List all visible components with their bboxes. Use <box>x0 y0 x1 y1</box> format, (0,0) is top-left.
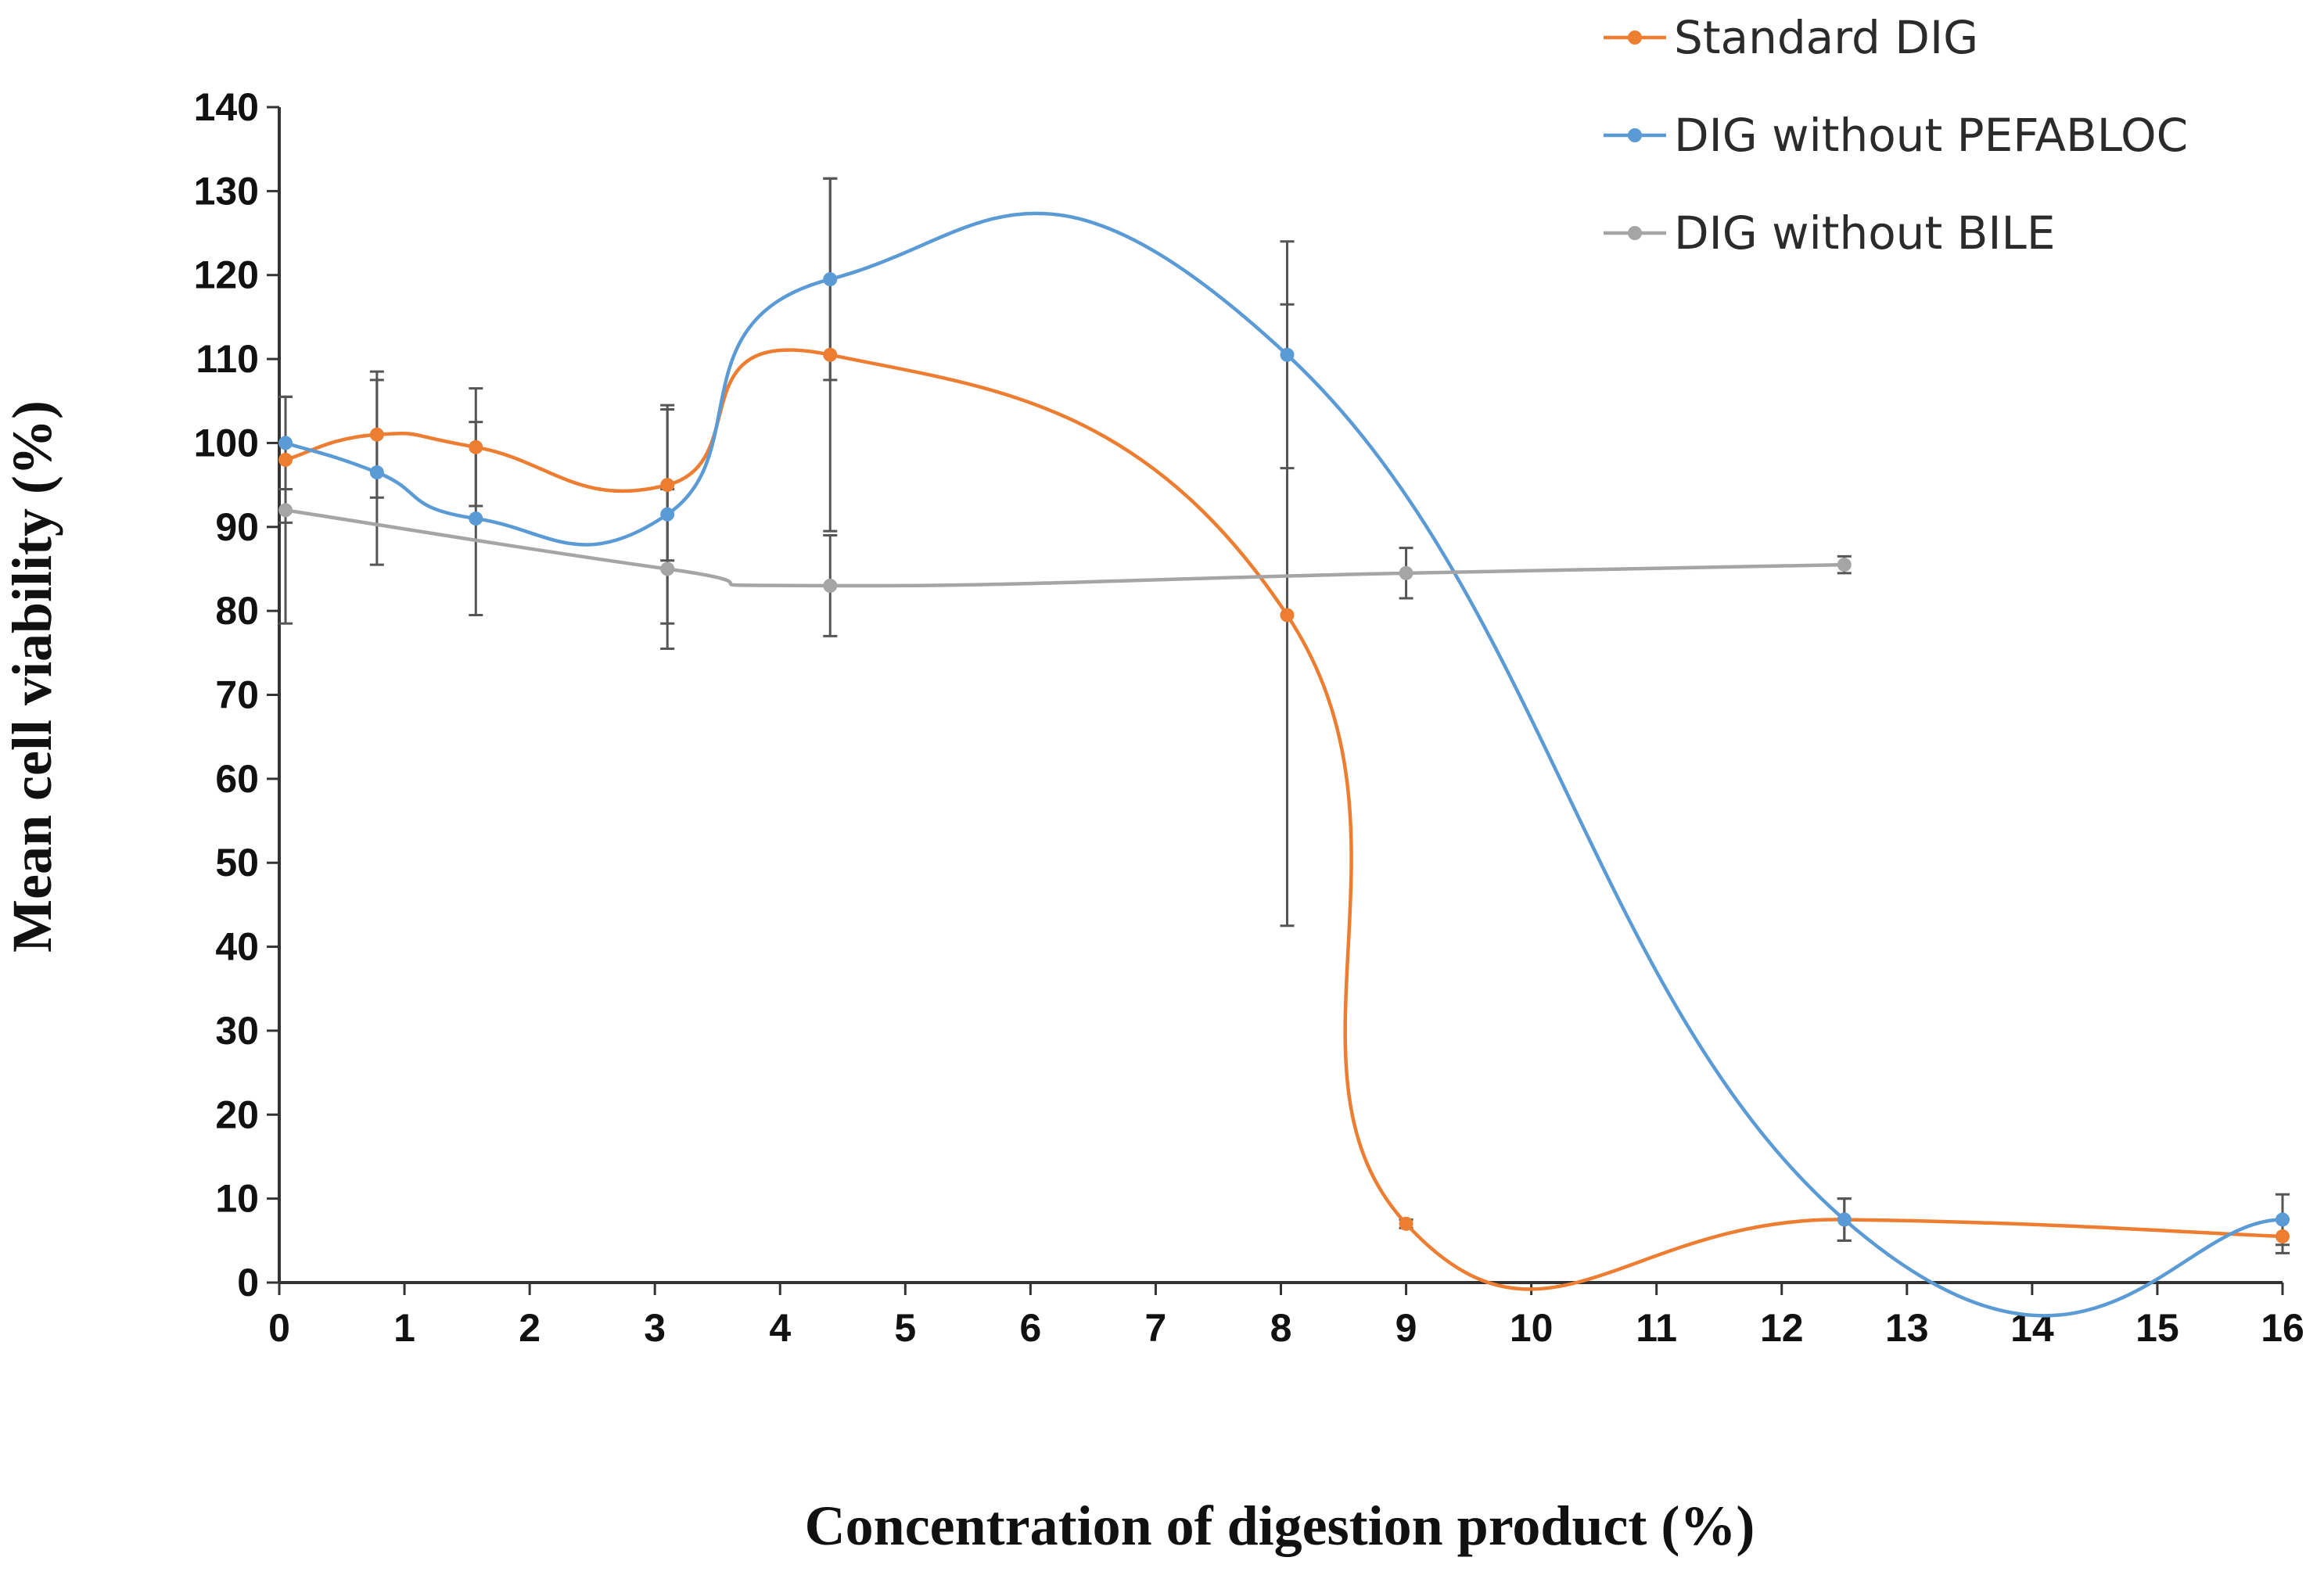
y-tick-label: 90 <box>215 505 259 549</box>
x-tick-label: 1 <box>393 1306 415 1350</box>
series-line-dig-without-pefabloc <box>285 211 2283 1318</box>
data-point-standard-dig <box>1280 608 1295 623</box>
axes <box>278 107 2283 1284</box>
data-point-dig-without-bile <box>1399 565 1413 580</box>
data-point-dig-without-pefabloc <box>823 272 838 287</box>
legend-item-dig-without-bile: DIG without BILE <box>1604 206 2055 260</box>
x-axis-ticks: 0 1 2 3 4 5 6 7 8 9 10 11 12 13 14 15 16 <box>268 1283 2304 1350</box>
data-point-dig-without-bile <box>1837 558 1852 572</box>
data-point-dig-without-bile <box>660 562 675 576</box>
legend-label: DIG without PEFABLOC <box>1674 109 2188 162</box>
y-tick-label: 50 <box>215 841 259 884</box>
x-tick-label: 9 <box>1395 1306 1417 1350</box>
legend-marker <box>1628 128 1642 142</box>
legend-label: DIG without BILE <box>1674 206 2055 260</box>
x-tick-label: 12 <box>1760 1306 1804 1350</box>
data-point-dig-without-bile <box>278 503 293 518</box>
data-point-dig-without-pefabloc <box>2276 1212 2290 1227</box>
y-tick-label: 10 <box>215 1177 259 1221</box>
data-point-standard-dig <box>823 347 838 362</box>
data-point-dig-without-pefabloc <box>278 436 293 450</box>
x-tick-label: 5 <box>894 1306 916 1350</box>
data-point-dig-without-pefabloc <box>369 465 384 480</box>
data-point-standard-dig <box>660 478 675 493</box>
series-line-dig-without-bile <box>285 508 1844 588</box>
x-axis-title: Concentration of digestion product (%) <box>805 1494 1755 1557</box>
series-points <box>278 272 2290 1243</box>
data-point-dig-without-pefabloc <box>1280 347 1295 362</box>
x-tick-label: 3 <box>644 1306 666 1350</box>
y-tick-label: 0 <box>237 1261 259 1304</box>
x-tick-label: 15 <box>2135 1306 2179 1350</box>
y-tick-label: 130 <box>194 169 259 213</box>
y-tick-label: 20 <box>215 1093 259 1136</box>
x-tick-label: 16 <box>2261 1306 2304 1350</box>
legend-item-dig-without-pefabloc: DIG without PEFABLOC <box>1604 109 2188 162</box>
legend-label: Standard DIG <box>1674 11 1978 64</box>
y-tick-label: 60 <box>215 757 259 801</box>
error-bars <box>278 177 2290 1254</box>
y-tick-label: 120 <box>194 253 259 297</box>
data-point-standard-dig <box>278 452 293 467</box>
x-tick-label: 11 <box>1636 1306 1677 1350</box>
data-point-dig-without-pefabloc <box>1837 1212 1852 1227</box>
legend-marker <box>1628 226 1642 240</box>
data-point-dig-without-pefabloc <box>660 507 675 522</box>
legend-marker <box>1628 30 1642 45</box>
y-tick-label: 70 <box>215 673 259 717</box>
data-point-dig-without-pefabloc <box>469 511 483 526</box>
x-tick-label: 10 <box>1510 1306 1554 1350</box>
x-tick-label: 4 <box>769 1306 791 1350</box>
x-tick-label: 0 <box>268 1306 290 1350</box>
data-point-dig-without-bile <box>823 578 838 593</box>
legend-item-standard-dig: Standard DIG <box>1604 11 1978 64</box>
x-tick-label: 13 <box>1885 1306 1929 1350</box>
legend: Standard DIG DIG without PEFABLOC DIG with… <box>1604 11 2188 260</box>
data-point-standard-dig <box>369 427 384 442</box>
y-tick-label: 40 <box>215 925 259 969</box>
data-point-standard-dig <box>2276 1229 2290 1243</box>
x-tick-label: 2 <box>519 1306 541 1350</box>
y-tick-label: 110 <box>196 337 259 381</box>
x-tick-label: 6 <box>1019 1306 1041 1350</box>
x-tick-label: 7 <box>1145 1306 1167 1350</box>
data-point-standard-dig <box>1399 1216 1413 1231</box>
y-tick-label: 30 <box>215 1009 259 1053</box>
y-tick-label: 100 <box>194 421 259 465</box>
series-line-standard-dig <box>285 348 2283 1291</box>
y-axis-ticks: 0 10 20 30 40 50 60 70 80 90 100 110 120 130 140 <box>194 85 279 1304</box>
y-tick-label: 80 <box>215 589 259 633</box>
series-lines <box>285 211 2283 1318</box>
x-tick-label: 8 <box>1270 1306 1292 1350</box>
y-axis-title: Mean cell viability (%) <box>1 400 63 953</box>
data-point-standard-dig <box>469 440 483 454</box>
y-tick-label: 140 <box>194 85 259 129</box>
